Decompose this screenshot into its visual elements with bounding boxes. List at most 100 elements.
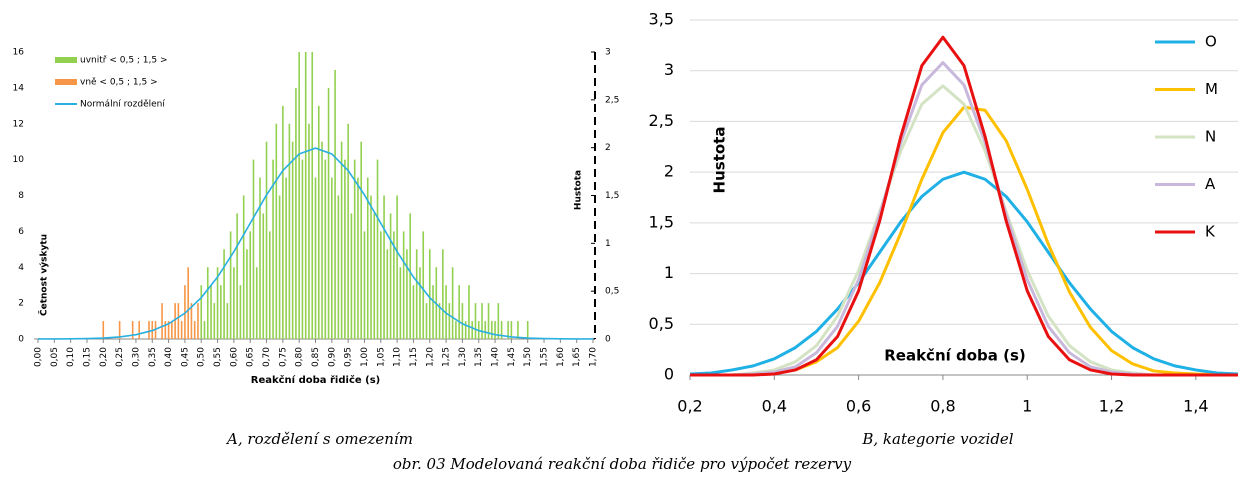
bar [259,177,261,339]
bar [236,213,238,339]
x-tick-label: 1,70 [589,347,599,367]
y2-tick-label: 1 [605,239,611,249]
bar [197,303,199,339]
y2-axis-label: Hustota [574,170,584,210]
x-tick-label: 0,2 [677,397,702,416]
x-tick-label: 1 [1022,397,1032,416]
bar [458,285,460,339]
y-tick-label: 16 [13,48,25,58]
bar [389,213,392,339]
y-tick-label: 8 [18,191,24,201]
y-tick-label: 2,5 [649,111,674,130]
bar [317,105,320,339]
x-axis-label: Reakční doba (s) [884,347,1026,365]
x-tick-label: 1,30 [458,347,468,367]
bar [494,321,496,339]
x-tick-label: 1,05 [376,347,386,367]
x-tick-label: 0,10 [66,347,76,367]
bar [252,159,255,339]
y-tick-label: 1,5 [649,212,674,231]
series-line [690,105,1238,377]
y2-tick-label: 2 [605,143,611,153]
y2-tick-label: 1,5 [605,191,619,201]
bar [347,123,349,339]
bar [442,249,444,339]
y-tick-label: 1 [664,263,674,282]
x-tick-label: 0,65 [246,347,256,367]
bar [510,321,513,339]
bar [203,321,206,339]
bar [409,213,411,339]
x-tick-label: 1,20 [425,347,435,367]
x-tick-label: 0,70 [262,347,272,367]
y-tick-label: 6 [18,227,24,237]
x-tick-label: 1,50 [523,347,533,367]
bar [220,285,222,339]
x-tick-label: 1,35 [474,347,484,367]
y-tick-label: 2 [18,299,24,309]
bar [468,285,470,339]
bar [210,285,212,339]
x-tick-label: 1,45 [507,347,517,367]
bar [161,303,163,339]
bar [373,213,376,339]
x-tick-label: 0,30 [131,347,141,367]
bar [396,195,398,339]
bar [344,159,346,339]
bar [331,177,333,339]
x-tick-label: 0,45 [180,347,190,367]
bar [265,141,268,339]
x-tick-label: 0,90 [327,347,337,367]
x-tick-label: 0,40 [164,347,174,367]
bar [406,249,408,339]
x-tick-label: 0,80 [295,347,305,367]
bar [399,267,402,339]
y-tick-label: 0 [664,365,674,384]
bar [419,267,421,339]
x-tick-label: 1,10 [393,347,403,367]
bar [471,321,474,339]
bar [308,123,310,339]
bar [340,141,343,339]
bar [428,249,431,339]
bar [517,321,519,339]
bar [138,321,141,339]
bar [379,231,382,339]
x-tick-label: 1,2 [1099,397,1124,416]
bar [383,195,385,339]
y-tick-label: 4 [18,263,24,273]
bar [386,249,389,339]
bar [206,267,209,339]
bar [216,267,219,339]
bar [174,303,176,339]
bar [393,231,395,339]
bar [311,52,314,339]
bar [282,105,284,339]
y2-tick-label: 0 [605,335,611,345]
y-tick-label: 3 [664,60,674,79]
bar [402,231,405,339]
bar [275,123,278,339]
legend-swatch [55,79,77,85]
y-tick-label: 2 [664,162,674,181]
bar [171,321,173,339]
bar [337,195,340,339]
figure-caption: obr. 03 Modelovaná reakční doba řidiče p… [393,455,852,473]
bar [298,52,300,339]
bar [415,249,418,339]
bar [226,303,229,339]
bar [526,321,529,339]
bar [363,231,366,339]
x-tick-label: 0,05 [50,347,60,367]
bar [190,303,193,339]
bar [246,249,248,339]
series-line [689,170,1239,376]
x-tick-label: 1,25 [442,347,452,367]
x-axis-label: Reakční doba řidiče (s) [251,374,380,386]
bar [255,267,258,339]
x-tick-label: 0,75 [278,347,288,367]
legend-label: O [1205,33,1217,51]
legend-label: Normální rozdělení [80,100,165,110]
series-line [690,84,1238,377]
bar [249,231,252,339]
